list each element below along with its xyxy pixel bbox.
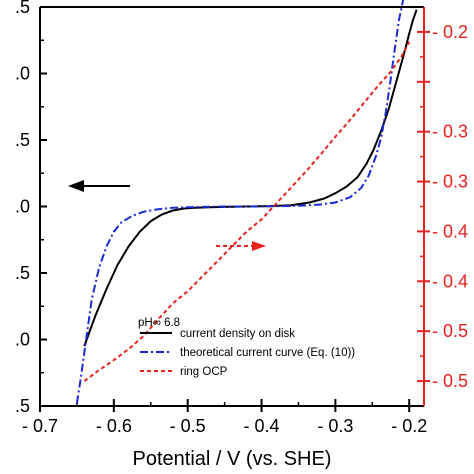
ph-annotation: pH∞ 6.8 (138, 317, 180, 329)
legend-label-0: current density on disk (180, 328, 295, 340)
right-tick-label: - 0.4 (432, 271, 468, 291)
left-axis-arrowhead (68, 180, 84, 192)
x-tick-label: - 0.7 (22, 416, 58, 436)
series-layer (75, 0, 418, 404)
x-tick-label: - 0.6 (96, 416, 132, 436)
right-tick-label: - 0.5 (432, 321, 468, 341)
x-tick-label: - 0.4 (244, 416, 280, 436)
right-tick-label: - 0.5 (432, 371, 468, 391)
left-tick-label: .0 (15, 64, 30, 84)
x-tick-label: - 0.3 (317, 416, 353, 436)
series-line-1 (75, 0, 405, 404)
arrows-layer (68, 180, 266, 251)
x-tick-label: - 0.5 (170, 416, 206, 436)
x-tick-label: - 0.2 (391, 416, 427, 436)
series-line-2 (83, 41, 411, 382)
legend-label-1: theoretical current curve (Eq. (10)) (180, 347, 355, 359)
left-tick-label: .5 (15, 396, 30, 416)
right-tick-label: - 0.2 (432, 22, 468, 42)
right-tick-label: - 0.3 (432, 122, 468, 142)
left-tick-label: .0 (15, 330, 30, 350)
plot-frame (39, 6, 425, 407)
left-tick-label: .5 (15, 130, 30, 150)
right-axis-arrowhead (252, 241, 266, 251)
legend: pH∞ 6.8 current density on disk theoretic… (138, 317, 355, 378)
right-axis-ticks: - 0.2 - 0.3 - 0.3 - 0.4 - 0.4 - 0.5 - 0.5 (417, 22, 468, 391)
x-axis-label: Potential / V (vs. SHE) (133, 448, 332, 470)
left-tick-label: .0 (15, 197, 30, 217)
series-line-0 (83, 9, 418, 347)
left-tick-label: .5 (15, 263, 30, 283)
left-tick-label: .5 (15, 0, 30, 17)
legend-label-2: ring OCP (180, 366, 228, 378)
right-tick-label: - 0.3 (432, 172, 468, 192)
right-tick-label: - 0.4 (432, 221, 468, 241)
